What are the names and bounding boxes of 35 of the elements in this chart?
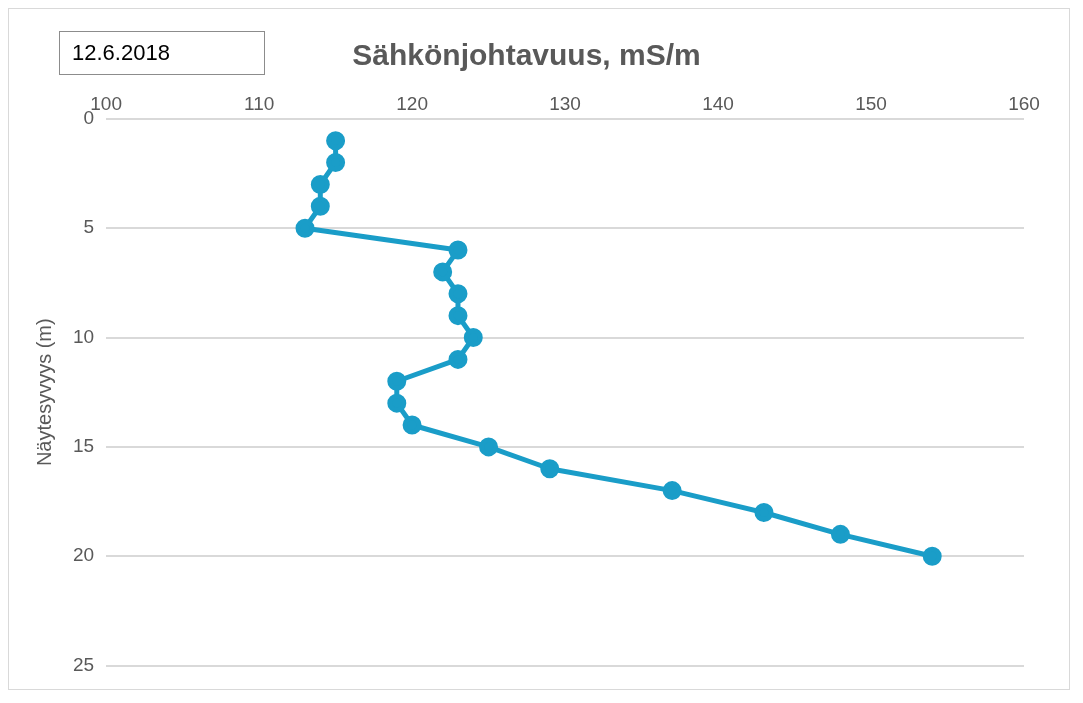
x-tick-label: 120 [396, 92, 428, 114]
x-tick-label: 110 [243, 92, 275, 114]
y-tick-label: 0 [83, 107, 95, 129]
point [448, 349, 468, 369]
y-tick-label: 5 [83, 216, 95, 238]
point [662, 481, 682, 501]
chart-title: Sähkönjohtavuus, mS/m [352, 38, 701, 72]
point [310, 174, 330, 194]
point [448, 306, 468, 326]
point [448, 284, 468, 304]
y-tick-label: 10 [72, 325, 95, 347]
point [922, 546, 942, 566]
point [310, 196, 330, 216]
point [479, 437, 499, 457]
point [326, 131, 346, 151]
point [295, 218, 315, 238]
point [387, 393, 407, 413]
y-tick-label: 15 [72, 435, 95, 457]
point [387, 371, 407, 391]
y-tick-label: 25 [72, 653, 95, 675]
point [448, 240, 468, 260]
x-tick-label: 130 [549, 92, 581, 114]
y-tick-label: 20 [72, 544, 95, 566]
x-tick-label: 150 [855, 92, 887, 114]
x-tick-label: 160 [1008, 92, 1040, 114]
x-tick-label: 140 [702, 92, 734, 114]
y-axis-title: Näytesyvyys (m) [32, 318, 55, 467]
text: 12.6.2018 [59, 31, 265, 75]
point [463, 328, 483, 348]
point [754, 503, 774, 522]
point [402, 415, 422, 435]
point [433, 262, 453, 282]
point [326, 153, 346, 173]
point [830, 524, 850, 544]
point [540, 459, 560, 479]
